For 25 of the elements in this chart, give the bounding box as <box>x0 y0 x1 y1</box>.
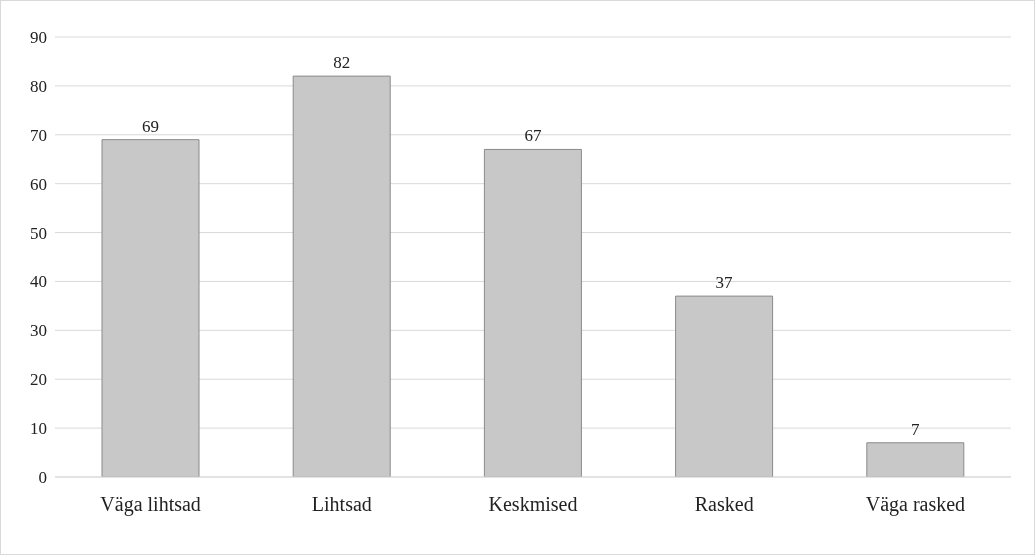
y-tick-label: 90 <box>30 28 47 48</box>
bar <box>101 139 200 477</box>
x-tick-label: Lihtsad <box>311 493 372 516</box>
x-tick-label: Rasked <box>694 493 754 516</box>
y-tick-label: 20 <box>30 370 47 390</box>
data-label: 82 <box>333 53 351 73</box>
data-label: 67 <box>524 126 542 146</box>
y-tick-label: 50 <box>30 223 47 243</box>
y-tick-label: 10 <box>30 419 47 439</box>
y-tick-label: 40 <box>30 272 47 292</box>
data-label: 7 <box>911 419 921 439</box>
data-label: 37 <box>715 273 734 293</box>
data-label: 69 <box>142 116 159 136</box>
bar <box>866 442 965 477</box>
bar <box>483 148 582 477</box>
y-tick-label: 60 <box>30 174 47 194</box>
y-tick-label: 30 <box>30 321 47 341</box>
x-tick-label: Väga rasked <box>865 493 966 517</box>
bar <box>292 75 391 477</box>
y-tick-label: 70 <box>30 125 47 145</box>
x-tick-label: Keskmised <box>488 493 578 516</box>
y-tick-label: 0 <box>38 468 47 488</box>
y-tick-label: 80 <box>30 76 47 96</box>
bar <box>675 295 774 477</box>
x-tick-label: Väga lihtsad <box>100 493 201 517</box>
